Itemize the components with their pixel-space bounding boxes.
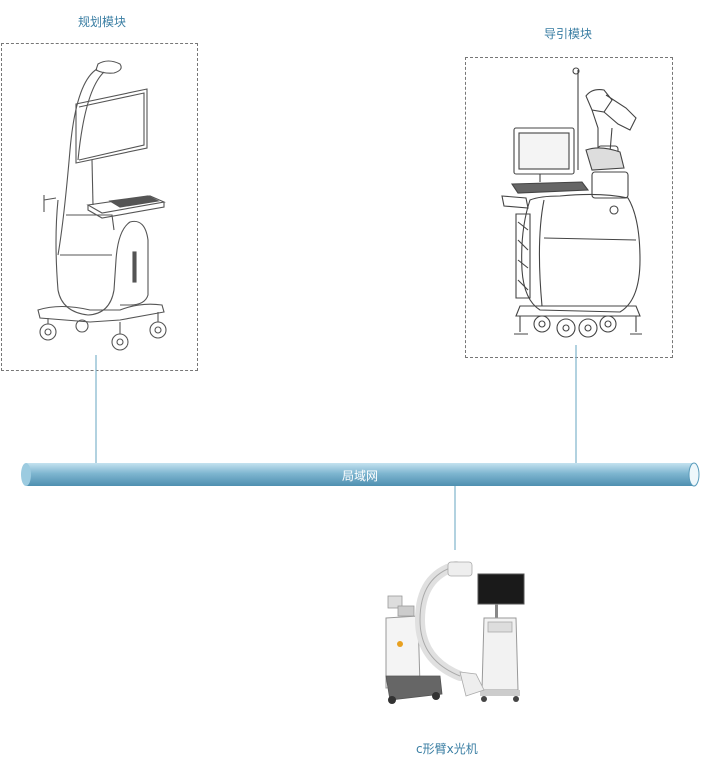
planning-module-box [1, 43, 198, 371]
planning-cart-drawing [37, 60, 167, 351]
carm-machine-drawing [385, 561, 525, 704]
planning-module-label: 规划模块 [78, 15, 127, 29]
carm-label: c形臂x光机 [416, 742, 478, 756]
network-bus [21, 462, 700, 487]
guidance-cart-drawing [501, 67, 642, 338]
guidance-module-box [465, 57, 673, 358]
network-label: 局域网 [342, 469, 379, 483]
guidance-module-label: 导引模块 [544, 27, 593, 41]
